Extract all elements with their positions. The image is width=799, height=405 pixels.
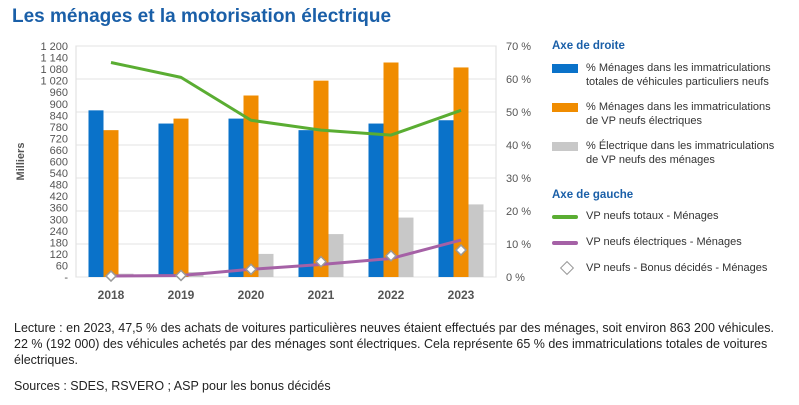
marker-bonus bbox=[244, 263, 258, 276]
legend: Axe de droite % Ménages dans les immatri… bbox=[552, 40, 797, 276]
marker-bonus bbox=[104, 269, 118, 283]
bar-pct-menages-total bbox=[438, 120, 454, 277]
left-axis-title: Milliers bbox=[15, 143, 27, 181]
bar-pct-menages-electric bbox=[243, 95, 259, 277]
left-axis-tick: 1 140 bbox=[40, 53, 68, 65]
left-axis-tick: 120 bbox=[50, 249, 68, 261]
right-axis-tick: 40 % bbox=[506, 140, 531, 152]
x-axis-tick: 2022 bbox=[378, 288, 405, 302]
right-axis-tick: 0 % bbox=[506, 272, 525, 284]
left-axis-tick: 300 bbox=[50, 214, 68, 226]
chart-area: 0 % 10 % 20 % 30 % 40 % 50 % 60 % 70 % -60120180… bbox=[15, 41, 531, 302]
right-axis-tick: 70 % bbox=[506, 41, 531, 53]
marker-bonus bbox=[384, 249, 398, 262]
plot-frame bbox=[75, 45, 497, 278]
left-axis-tick: 1 020 bbox=[40, 76, 68, 88]
legend-item-pct-menages-total: % Ménages dans les immatriculations tota… bbox=[552, 61, 797, 89]
x-axis-tick: 2018 bbox=[98, 288, 125, 302]
bar-pct-menages-total bbox=[368, 123, 384, 277]
bar-pct-menages-electric bbox=[173, 118, 189, 277]
left-axis-tick: 540 bbox=[50, 168, 68, 180]
left-axis-tick: 660 bbox=[50, 145, 68, 157]
lecture-note: Lecture : en 2023, 47,5 % des achats de … bbox=[14, 321, 774, 367]
x-axis-tick: 2020 bbox=[238, 288, 265, 302]
left-axis-tick: 600 bbox=[50, 157, 68, 169]
right-axis-tick: 10 % bbox=[506, 239, 531, 251]
left-axis-tick: 900 bbox=[50, 99, 68, 111]
sources-note: Sources : SDES, RSVERO ; ASP pour les bo… bbox=[14, 379, 331, 393]
legend-diamond-icon bbox=[559, 260, 575, 276]
bar-pct-menages-electric bbox=[453, 67, 469, 277]
marker-bonus bbox=[314, 255, 328, 268]
x-axis-tick: 2019 bbox=[168, 288, 195, 302]
legend-item-pct-menages-electric: % Ménages dans les immatriculations de V… bbox=[552, 100, 797, 128]
line-vp-totaux bbox=[110, 61, 462, 137]
bar-pct-menages-total bbox=[88, 110, 104, 277]
left-axis-tick: 960 bbox=[50, 87, 68, 99]
left-axis-tick: 1 200 bbox=[40, 41, 68, 53]
chart-title: Les ménages et la motorisation électriqu… bbox=[12, 6, 392, 27]
x-axis-tick: 2023 bbox=[448, 288, 475, 302]
left-axis-tick: 720 bbox=[50, 133, 68, 145]
legend-right-axis-heading: Axe de droite bbox=[552, 40, 625, 52]
left-axis-tick: 60 bbox=[56, 260, 68, 272]
left-axis-tick: 360 bbox=[50, 203, 68, 215]
left-axis-tick: 420 bbox=[50, 191, 68, 203]
bar-pct-menages-electric bbox=[313, 80, 329, 278]
legend-line-purple bbox=[552, 241, 578, 245]
left-axis-tick: 480 bbox=[50, 180, 68, 192]
legend-swatch-blue bbox=[552, 64, 578, 73]
bar-pct-electric bbox=[328, 234, 344, 277]
legend-item-vp-totaux: VP neufs totaux - Ménages bbox=[552, 209, 797, 223]
left-axis-tick: - bbox=[64, 272, 68, 284]
bar-pct-electric bbox=[468, 204, 484, 277]
x-axis-tick: 2021 bbox=[308, 288, 335, 302]
bar-pct-electric bbox=[398, 217, 414, 277]
bar-pct-menages-total bbox=[158, 123, 174, 277]
bar-pct-electric bbox=[258, 253, 274, 277]
left-axis-tick: 180 bbox=[50, 237, 68, 249]
marker-bonus bbox=[454, 243, 468, 257]
legend-item-pct-electric: % Électrique dans les immatriculations d… bbox=[552, 139, 797, 167]
bar-pct-menages-electric bbox=[383, 62, 399, 277]
bar-pct-menages-total bbox=[298, 130, 314, 277]
left-axis-tick: 240 bbox=[50, 226, 68, 238]
legend-item-vp-electriques: VP neufs électriques - Ménages bbox=[552, 235, 797, 249]
legend-swatch-grey bbox=[552, 142, 578, 151]
left-axis-tick: 1 080 bbox=[40, 64, 68, 76]
bar-pct-menages-electric bbox=[103, 130, 119, 277]
left-axis-tick: 840 bbox=[50, 110, 68, 122]
right-axis-tick: 20 % bbox=[506, 206, 531, 218]
bar-pct-menages-total bbox=[228, 118, 244, 277]
legend-item-bonus: VP neufs - Bonus décidés - Ménages bbox=[552, 260, 797, 276]
right-axis-tick: 60 % bbox=[506, 74, 531, 86]
marker-bonus bbox=[174, 269, 188, 282]
left-axis-tick: 780 bbox=[50, 122, 68, 134]
legend-line-green bbox=[552, 215, 578, 219]
right-axis-tick: 50 % bbox=[506, 107, 531, 119]
right-axis-tick: 30 % bbox=[506, 173, 531, 185]
legend-left-axis-heading: Axe de gauche bbox=[552, 189, 634, 201]
legend-swatch-orange bbox=[552, 103, 578, 112]
line-vp-electriques bbox=[110, 238, 462, 278]
